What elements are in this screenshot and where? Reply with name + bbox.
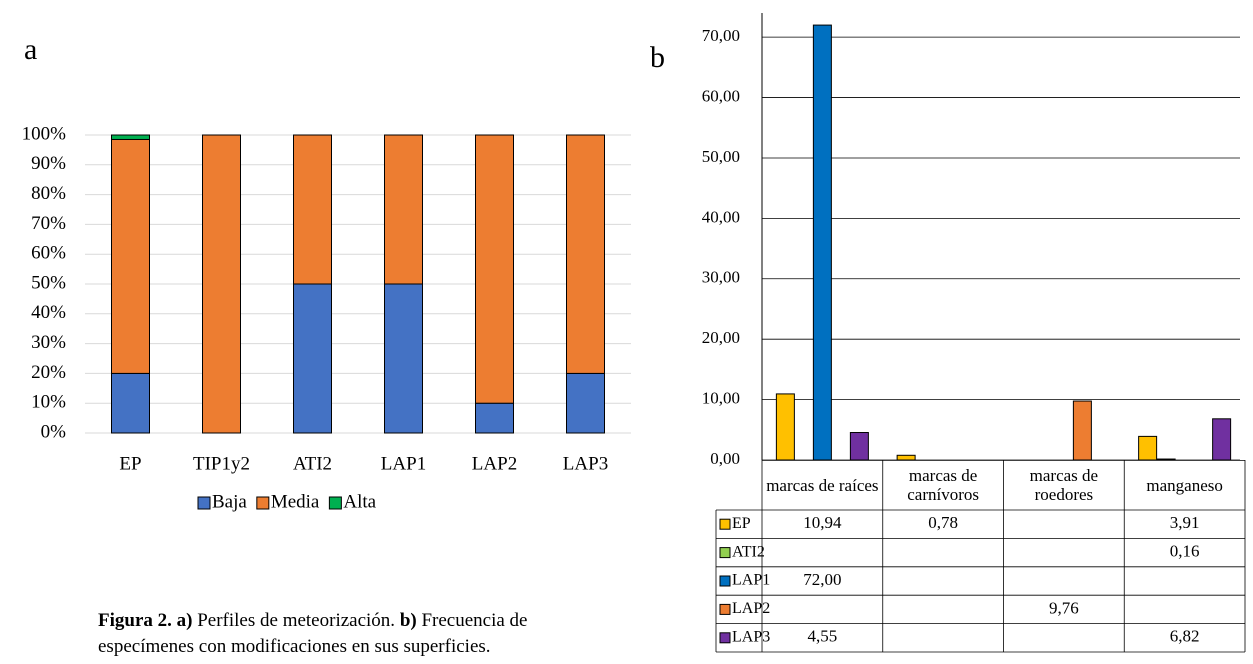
y-tick-label: 30,00 [702, 268, 740, 287]
y-tick-label: 30% [31, 332, 66, 353]
legend-key [719, 547, 731, 559]
column-header: marcas de carnívoros [907, 466, 979, 504]
caption-text: Figura 2. [98, 610, 172, 631]
bar-segment [566, 372, 605, 434]
y-tick-label: 60% [31, 243, 66, 264]
y-tick-label: 0% [41, 421, 67, 442]
legend-key [256, 496, 270, 510]
legend-label: Baja [212, 491, 247, 512]
bar-segment [475, 134, 514, 404]
bar-segment [111, 372, 150, 434]
y-tick-label: 60,00 [702, 86, 740, 105]
panel-label: a [24, 33, 37, 66]
y-tick-label: 10% [31, 392, 66, 413]
x-tick-label: LAP3 [563, 453, 608, 474]
y-tick-label: 50,00 [702, 147, 740, 166]
caption-text: b) [399, 610, 417, 631]
table-value: 3,91 [1170, 513, 1200, 532]
legend-key [719, 575, 731, 587]
column-header: marcas de roedores [1029, 466, 1099, 504]
table-value: 72,00 [803, 570, 841, 589]
y-tick-label: 0,00 [710, 449, 740, 468]
caption-text: especímenes con modificaciones en sus su… [98, 636, 491, 657]
table-header: marcas de roedores [1029, 466, 1099, 504]
caption: Figura 2. a) Perfiles de meteorización. … [98, 608, 528, 660]
y-tick-label: 90% [31, 153, 66, 174]
bar-segment [475, 402, 514, 434]
panel-label: b [650, 41, 665, 74]
caption-text: Perfiles de meteorización. [192, 610, 400, 631]
x-tick-label: LAP1 [381, 453, 426, 474]
bar-segment [293, 134, 332, 285]
x-tick-label: TIP1y2 [193, 453, 250, 474]
x-tick-label: ATI2 [293, 453, 332, 474]
y-tick-label: 80% [31, 183, 66, 204]
table-value: 10,94 [803, 513, 842, 532]
legend-key [197, 496, 211, 510]
legend-label: EP [732, 515, 751, 532]
caption-text: Frecuencia de [416, 610, 528, 631]
bar-segment [566, 134, 605, 374]
bar-segment [384, 134, 423, 285]
y-tick-label: 40% [31, 302, 66, 323]
bar-segment [293, 283, 332, 434]
y-tick-label: 50% [31, 272, 66, 293]
y-tick-label: 100% [22, 123, 67, 144]
caption-line: especímenes con modificaciones en sus su… [98, 634, 528, 660]
table-header: manganeso [1146, 475, 1223, 495]
caption-text: a) [171, 610, 193, 631]
y-tick-label: 20,00 [702, 328, 740, 347]
y-tick-label: 20% [31, 362, 66, 383]
legend-label: LAP1 [732, 572, 770, 589]
legend-key [719, 603, 731, 615]
legend-label: Alta [343, 491, 376, 512]
column-header: marcas de raíces [766, 475, 879, 495]
table-value: 4,55 [808, 627, 838, 646]
y-tick-label: 70% [31, 213, 66, 234]
y-tick-label: 40,00 [702, 207, 740, 226]
table-header: marcas de raíces [766, 475, 879, 495]
bar [849, 432, 869, 461]
bar [1138, 435, 1158, 461]
column-header: manganeso [1146, 475, 1223, 495]
bar-segment [111, 138, 150, 374]
table-value: 0,78 [928, 513, 958, 532]
y-tick-label: 70,00 [702, 26, 740, 45]
bar-segment [111, 134, 150, 140]
table-header: marcas de carnívoros [907, 466, 979, 504]
legend-key [719, 632, 731, 644]
table-value: 0,16 [1170, 542, 1200, 561]
table-value: 9,76 [1049, 598, 1079, 617]
legend-key [719, 518, 731, 530]
table-value: 6,82 [1170, 627, 1200, 646]
x-tick-label: LAP2 [472, 453, 517, 474]
x-tick-label: EP [119, 453, 141, 474]
legend-label: LAP3 [732, 628, 770, 645]
bar [775, 393, 795, 461]
bar [1212, 418, 1232, 461]
bar-segment [202, 134, 241, 434]
bar [812, 24, 832, 461]
legend-label: Media [271, 491, 320, 512]
bar [1072, 400, 1092, 461]
legend-label: ATI2 [732, 543, 765, 560]
bar-segment [384, 283, 423, 434]
legend-key [328, 496, 342, 510]
legend-label: LAP2 [732, 600, 770, 617]
y-tick-label: 10,00 [702, 389, 740, 408]
caption-line: Figura 2. a) Perfiles de meteorización. … [98, 608, 528, 634]
